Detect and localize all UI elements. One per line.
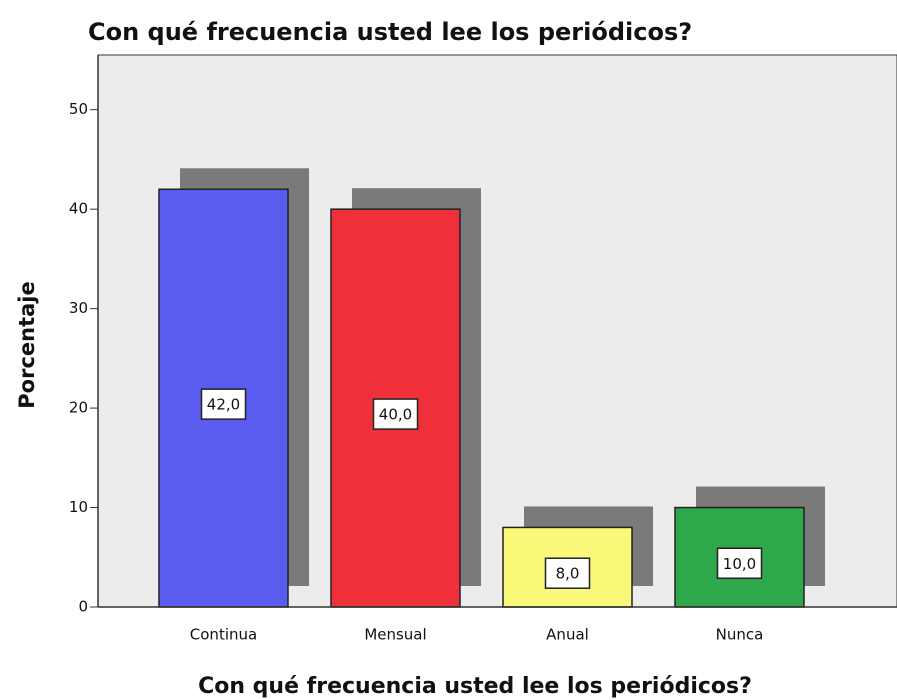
- y-tick-label: 20: [69, 399, 88, 417]
- value-label-box: [200, 388, 247, 420]
- x-tick-label: Continua: [190, 626, 257, 644]
- y-axis-label: Porcentaje: [15, 281, 39, 408]
- value-label-box: [372, 398, 419, 430]
- x-axis-label: Con qué frecuencia usted lee los periódi…: [198, 674, 752, 699]
- value-label-box: [716, 547, 763, 580]
- value-label: 40,0: [379, 406, 412, 424]
- value-label: 10,0: [723, 555, 756, 573]
- value-label: 42,0: [207, 396, 240, 414]
- y-tick-label: 0: [78, 598, 88, 616]
- y-tick-label: 10: [69, 498, 88, 516]
- y-tick-label: 40: [69, 200, 88, 218]
- y-tick-label: 30: [69, 299, 88, 317]
- x-tick-label: Anual: [546, 626, 589, 644]
- x-tick-label: Nunca: [716, 626, 764, 644]
- value-label: 8,0: [556, 565, 580, 583]
- value-label-box: [544, 557, 591, 589]
- chart-title: Con qué frecuencia usted lee los periódi…: [88, 18, 692, 46]
- y-tick-label: 50: [69, 100, 88, 118]
- x-tick-label: Mensual: [364, 626, 426, 644]
